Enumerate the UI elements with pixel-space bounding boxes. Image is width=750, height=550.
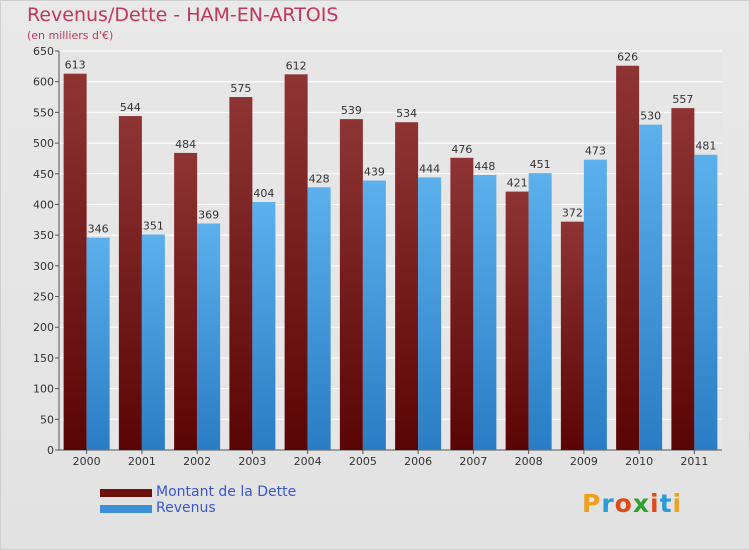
legend-swatch-revenus bbox=[100, 505, 152, 513]
x-tick-label: 2000 bbox=[73, 455, 101, 468]
bar-revenus bbox=[307, 187, 331, 450]
y-tick-label: 150 bbox=[33, 352, 54, 365]
data-label-revenus: 444 bbox=[419, 162, 440, 175]
bar-dette bbox=[560, 221, 584, 450]
x-tick-label: 2003 bbox=[238, 455, 266, 468]
data-label-dette: 484 bbox=[175, 138, 196, 151]
data-label-dette: 421 bbox=[507, 177, 528, 190]
bar-revenus bbox=[418, 177, 442, 450]
bar-revenus bbox=[528, 173, 552, 450]
bar-revenus bbox=[86, 237, 110, 450]
logo-letter: r bbox=[601, 489, 615, 518]
data-label-dette: 476 bbox=[451, 143, 472, 156]
data-label-revenus: 346 bbox=[88, 223, 109, 236]
data-label-dette: 575 bbox=[230, 82, 251, 95]
bar-dette bbox=[229, 97, 253, 451]
x-tick-label: 2011 bbox=[680, 455, 708, 468]
data-label-dette: 626 bbox=[617, 51, 638, 64]
y-tick-label: 400 bbox=[33, 198, 54, 211]
x-tick-label: 2005 bbox=[349, 455, 377, 468]
y-tick-label: 350 bbox=[33, 229, 54, 242]
bar-revenus bbox=[252, 202, 276, 450]
x-tick-label: 2010 bbox=[625, 455, 653, 468]
logo-letter: x bbox=[632, 489, 650, 518]
x-tick-label: 2002 bbox=[183, 455, 211, 468]
logo-letter: o bbox=[614, 489, 633, 518]
data-label-dette: 539 bbox=[341, 104, 362, 117]
bar-dette bbox=[284, 74, 308, 450]
data-label-revenus: 473 bbox=[585, 145, 606, 158]
y-tick-label: 300 bbox=[33, 260, 54, 273]
logo-letter: t bbox=[659, 489, 673, 518]
x-tick-label: 2004 bbox=[294, 455, 322, 468]
chart-subtitle: (en milliers d'€) bbox=[27, 29, 114, 42]
y-tick-label: 250 bbox=[33, 291, 54, 304]
logo-letter: i bbox=[672, 489, 683, 518]
data-label-revenus: 448 bbox=[474, 160, 495, 173]
x-tick-label: 2006 bbox=[404, 455, 432, 468]
y-tick-label: 650 bbox=[33, 45, 54, 58]
data-label-revenus: 404 bbox=[253, 187, 274, 200]
proxiti-logo: Proxiti bbox=[582, 489, 682, 518]
bar-dette bbox=[505, 191, 529, 450]
bar-dette bbox=[339, 119, 363, 450]
y-tick-label: 200 bbox=[33, 321, 54, 334]
legend-label-revenus: Revenus bbox=[156, 500, 216, 516]
bar-dette bbox=[395, 122, 419, 451]
bar-dette bbox=[174, 152, 198, 450]
bar-revenus bbox=[197, 223, 221, 450]
bar-revenus bbox=[473, 174, 497, 450]
bar-revenus bbox=[362, 180, 386, 450]
data-label-revenus: 530 bbox=[640, 110, 661, 123]
bar-revenus bbox=[141, 234, 165, 450]
legend-label-dette: Montant de la Dette bbox=[156, 484, 297, 500]
x-tick-label: 2009 bbox=[570, 455, 598, 468]
x-tick-label: 2001 bbox=[128, 455, 156, 468]
data-label-dette: 544 bbox=[120, 101, 141, 114]
logo-letter: P bbox=[582, 489, 602, 518]
logo-letter: i bbox=[650, 489, 660, 518]
y-tick-label: 500 bbox=[33, 137, 54, 150]
y-tick-label: 550 bbox=[33, 106, 54, 119]
y-tick-label: 100 bbox=[33, 383, 54, 396]
bar-dette bbox=[671, 108, 695, 450]
x-tick-label: 2008 bbox=[515, 455, 543, 468]
data-label-revenus: 369 bbox=[198, 208, 219, 221]
data-label-revenus: 451 bbox=[530, 158, 551, 171]
data-label-revenus: 481 bbox=[695, 140, 716, 153]
legend-swatch-dette bbox=[100, 489, 152, 497]
bar-revenus bbox=[639, 124, 663, 451]
bar-dette bbox=[118, 116, 142, 451]
data-label-dette: 372 bbox=[562, 207, 583, 220]
data-label-revenus: 439 bbox=[364, 166, 385, 179]
bar-revenus bbox=[694, 154, 718, 451]
data-label-dette: 613 bbox=[65, 59, 86, 72]
y-tick-label: 0 bbox=[47, 444, 54, 457]
data-label-dette: 534 bbox=[396, 107, 417, 120]
y-tick-label: 450 bbox=[33, 168, 54, 181]
data-label-dette: 557 bbox=[672, 93, 693, 106]
data-label-dette: 612 bbox=[286, 59, 307, 72]
x-tick-label: 2007 bbox=[459, 455, 487, 468]
bar-dette bbox=[450, 157, 474, 450]
data-label-revenus: 428 bbox=[309, 172, 330, 185]
data-label-revenus: 351 bbox=[143, 220, 164, 233]
plot-area bbox=[59, 51, 722, 450]
bar-dette bbox=[63, 73, 87, 450]
bar-revenus bbox=[583, 159, 607, 451]
y-tick-label: 600 bbox=[33, 76, 54, 89]
bar-dette bbox=[616, 65, 640, 451]
y-tick-label: 50 bbox=[40, 413, 54, 426]
chart-title: Revenus/Dette - HAM-EN-ARTOIS bbox=[27, 4, 339, 26]
